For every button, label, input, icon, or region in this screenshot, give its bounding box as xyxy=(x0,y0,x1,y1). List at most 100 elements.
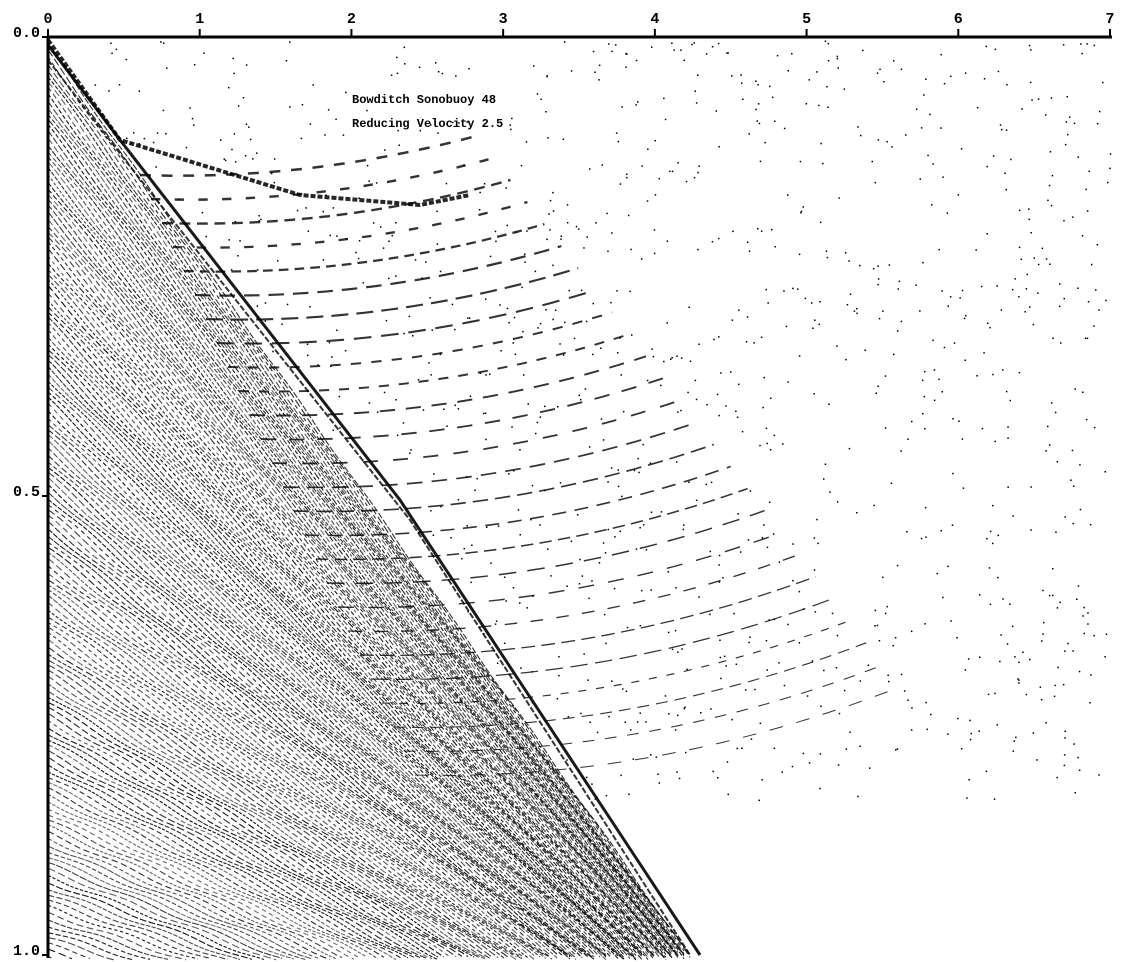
noise-dot xyxy=(562,138,565,141)
noise-dot xyxy=(983,78,986,80)
noise-dot xyxy=(940,530,942,532)
seismic-trace xyxy=(47,56,685,952)
noise-dot xyxy=(570,540,573,543)
noise-dot xyxy=(820,705,822,707)
x-tick-label: 1 xyxy=(195,11,204,28)
noise-dot xyxy=(1064,650,1066,652)
seismic-trace xyxy=(47,145,673,956)
noise-dot xyxy=(506,307,509,310)
noise-dot xyxy=(837,764,840,766)
noise-dot xyxy=(876,72,879,74)
noise-dot xyxy=(697,248,699,251)
noise-dot xyxy=(1086,210,1089,212)
noise-dot xyxy=(165,133,167,135)
noise-dot xyxy=(739,551,742,553)
seismic-trace xyxy=(47,664,493,958)
noise-dot xyxy=(1009,399,1011,402)
noise-dot xyxy=(1083,606,1085,609)
noise-dot xyxy=(328,341,331,344)
noise-dot xyxy=(1054,684,1056,687)
seismic-trace xyxy=(47,616,523,957)
noise-dot xyxy=(1086,337,1089,340)
noise-dot xyxy=(715,110,717,112)
noise-dot xyxy=(1004,172,1006,174)
noise-dot xyxy=(891,146,893,148)
noise-dot xyxy=(234,161,237,163)
seismic-trace xyxy=(47,579,547,957)
noise-dot xyxy=(963,317,966,320)
noise-dot xyxy=(513,316,516,319)
noise-dot xyxy=(799,160,802,163)
noise-dot xyxy=(607,528,610,531)
noise-dot xyxy=(133,132,135,134)
seismic-trace xyxy=(47,528,571,958)
noise-dot xyxy=(685,180,688,183)
noise-dot xyxy=(997,70,1000,73)
noise-dot xyxy=(1074,388,1076,390)
noise-dot xyxy=(967,658,970,660)
seismic-trace xyxy=(238,333,630,393)
noise-dot xyxy=(843,88,846,90)
seismic-trace xyxy=(47,349,631,956)
noise-dot xyxy=(936,572,938,575)
noise-dot xyxy=(907,438,909,440)
noise-dot xyxy=(1072,216,1074,218)
noise-dot xyxy=(607,481,609,483)
noise-dot xyxy=(1007,426,1009,428)
noise-dot xyxy=(610,467,613,469)
seismic-trace xyxy=(47,632,517,958)
noise-dot xyxy=(923,94,925,96)
noise-dot xyxy=(1074,792,1076,794)
seismic-trace xyxy=(392,642,867,728)
seismic-trace xyxy=(359,576,816,657)
noise-dot xyxy=(1042,589,1044,592)
noise-dot xyxy=(237,174,239,177)
noise-dot xyxy=(765,427,768,430)
noise-dot xyxy=(584,388,587,390)
noise-dot xyxy=(756,120,758,122)
seismic-trace xyxy=(47,690,481,959)
noise-dot xyxy=(581,575,584,577)
noise-dot xyxy=(727,52,729,54)
noise-dot xyxy=(431,329,433,331)
noise-dot xyxy=(178,198,180,201)
noise-dot xyxy=(668,713,670,715)
noise-dot xyxy=(845,748,848,750)
noise-dot xyxy=(608,43,610,45)
noise-dot xyxy=(1081,52,1083,55)
noise-dot xyxy=(778,662,780,664)
noise-dot xyxy=(1109,167,1111,170)
noise-dot xyxy=(544,405,546,408)
noise-dot xyxy=(964,669,967,671)
noise-dot xyxy=(552,191,554,194)
noise-dot xyxy=(479,191,481,194)
x-tick-label: 7 xyxy=(1105,11,1114,28)
noise-dot xyxy=(549,229,551,231)
noise-dot xyxy=(845,358,847,361)
noise-dot xyxy=(978,730,980,732)
noise-dot xyxy=(1104,471,1106,473)
noise-dot xyxy=(896,748,899,750)
seismic-trace xyxy=(403,664,884,752)
seismic-trace xyxy=(47,787,385,958)
seismic-trace xyxy=(47,749,427,959)
noise-dot xyxy=(824,40,827,42)
noise-dot xyxy=(289,41,291,43)
noise-dot xyxy=(398,144,400,146)
noise-dot xyxy=(986,537,988,540)
noise-dot xyxy=(900,673,903,676)
noise-dot xyxy=(1002,598,1004,600)
seismic-trace xyxy=(47,659,499,959)
annotation: Reducing Velocity 2.5 xyxy=(352,117,503,131)
noise-dot xyxy=(768,619,770,621)
noise-dot xyxy=(896,330,899,332)
noise-dot xyxy=(1014,656,1016,658)
noise-dot xyxy=(718,564,720,566)
seismic-trace xyxy=(47,81,685,956)
noise-dot xyxy=(273,181,276,184)
noise-dot xyxy=(1029,306,1031,308)
noise-dot xyxy=(1098,774,1100,776)
noise-dot xyxy=(549,199,552,202)
noise-dot xyxy=(512,587,515,589)
noise-dot xyxy=(742,98,744,100)
